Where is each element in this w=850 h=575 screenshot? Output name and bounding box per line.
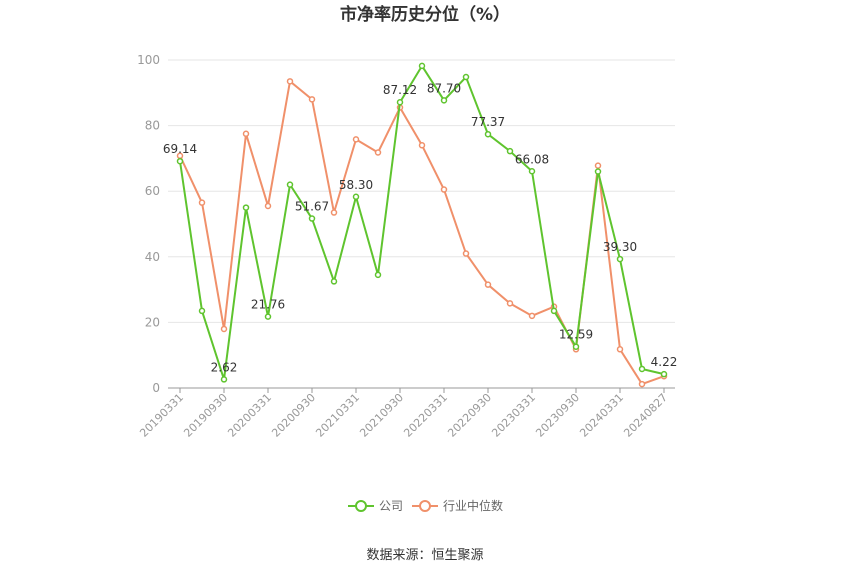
data-point[interactable] — [440, 97, 448, 104]
data-point[interactable] — [308, 96, 316, 103]
legend-marker-industry — [419, 500, 431, 512]
data-point[interactable] — [572, 343, 580, 350]
data-label: 2.62 — [211, 360, 238, 374]
x-tick-label: 20240827 — [621, 391, 670, 440]
data-point[interactable] — [286, 78, 294, 85]
data-point[interactable] — [550, 307, 558, 315]
x-tick-label: 20230331 — [489, 391, 538, 440]
y-tick-label: 40 — [145, 250, 160, 264]
x-tick-label: 20210930 — [357, 391, 406, 440]
data-point[interactable] — [616, 255, 624, 263]
legend[interactable]: 公司 行业中位数 — [348, 498, 503, 513]
data-label: 58.30 — [339, 178, 373, 192]
y-tick-label: 60 — [145, 184, 160, 198]
data-point[interactable] — [528, 168, 536, 175]
data-point[interactable] — [352, 193, 360, 201]
legend-item-industry[interactable]: 行业中位数 — [412, 498, 503, 513]
data-point[interactable] — [462, 250, 470, 257]
data-label: 51.67 — [295, 200, 329, 214]
x-tick-label: 20190930 — [181, 391, 230, 440]
data-label: 66.08 — [515, 152, 549, 166]
chart-title: 市净率历史分位（%） — [340, 4, 510, 25]
data-point[interactable] — [220, 376, 228, 383]
x-tick-label: 20190331 — [137, 391, 186, 440]
data-point[interactable] — [594, 168, 602, 175]
y-tick-label: 20 — [145, 315, 160, 329]
data-point[interactable] — [418, 142, 426, 149]
data-point[interactable] — [264, 202, 272, 210]
data-point[interactable] — [220, 325, 228, 333]
y-tick-label: 0 — [152, 381, 160, 395]
data-point[interactable] — [638, 365, 646, 373]
y-axis: 0 20 40 60 80 100 — [137, 53, 160, 395]
gridlines — [168, 59, 675, 323]
data-point[interactable] — [594, 162, 602, 169]
data-label: 87.70 — [427, 81, 461, 95]
data-point[interactable] — [176, 157, 184, 165]
x-tick-label: 20210331 — [313, 391, 362, 440]
data-point[interactable] — [374, 149, 382, 156]
data-point[interactable] — [440, 186, 448, 193]
data-label: 12.59 — [559, 328, 593, 342]
data-label: 87.12 — [383, 83, 417, 97]
data-point[interactable] — [616, 346, 624, 353]
x-tick-label: 20200331 — [225, 391, 274, 440]
x-tick-label: 20240331 — [577, 391, 626, 440]
legend-marker-company — [355, 500, 367, 512]
x-tick-label: 20220930 — [445, 391, 494, 440]
data-point[interactable] — [286, 181, 294, 188]
data-point[interactable] — [330, 278, 338, 285]
x-tick-label: 20220331 — [401, 391, 450, 440]
data-point[interactable] — [484, 281, 492, 288]
series-group — [176, 62, 668, 388]
data-label: 69.14 — [163, 142, 197, 156]
x-tick-label: 20200930 — [269, 391, 318, 440]
legend-label-company: 公司 — [379, 499, 403, 513]
data-point[interactable] — [506, 147, 514, 155]
legend-item-company[interactable]: 公司 — [348, 499, 403, 513]
y-tick-label: 80 — [145, 119, 160, 133]
legend-label-industry: 行业中位数 — [443, 498, 503, 513]
data-point[interactable] — [352, 136, 360, 143]
x-axis: 2019033120190930202003312020093020210331… — [137, 387, 675, 440]
data-point[interactable] — [506, 300, 514, 307]
data-label: 4.22 — [651, 355, 678, 369]
data-point[interactable] — [264, 313, 272, 320]
data-point[interactable] — [660, 370, 668, 378]
data-point[interactable] — [198, 307, 206, 315]
data-point[interactable] — [396, 98, 404, 106]
y-tick-label: 100 — [137, 53, 160, 67]
data-point[interactable] — [484, 130, 492, 138]
data-label: 39.30 — [603, 240, 637, 254]
data-label: 77.37 — [471, 115, 505, 129]
data-point[interactable] — [198, 199, 206, 206]
data-point[interactable] — [242, 204, 250, 211]
data-point[interactable] — [330, 209, 338, 216]
data-point[interactable] — [418, 62, 426, 70]
data-source: 数据来源：恒生聚源 — [366, 548, 483, 563]
data-point[interactable] — [242, 130, 250, 138]
data-point[interactable] — [528, 312, 536, 320]
data-label: 21.76 — [251, 298, 285, 312]
data-point[interactable] — [374, 271, 382, 279]
data-labels: 69.14 2.62 21.76 51.67 58.30 87.12 87.70 77.37 6… — [163, 81, 678, 374]
data-point[interactable] — [638, 380, 646, 388]
data-point[interactable] — [308, 215, 316, 222]
data-point[interactable] — [462, 73, 470, 81]
x-tick-label: 20230930 — [533, 391, 582, 440]
